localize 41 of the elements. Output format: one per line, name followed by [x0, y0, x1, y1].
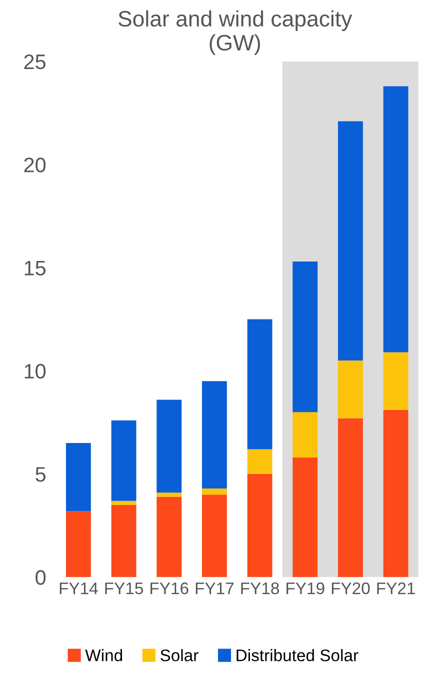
- bar: [202, 494, 227, 578]
- x-tick-label: FY14: [60, 582, 98, 594]
- y-tick-label: 0: [36, 570, 46, 585]
- bar: [156, 400, 182, 493]
- bar: [66, 443, 91, 512]
- bar: [338, 121, 363, 361]
- bar: [66, 511, 91, 578]
- y-tick-label: 10: [24, 364, 46, 379]
- bar: [338, 360, 363, 418]
- x-tick-label: FY21: [377, 582, 415, 594]
- bar: [202, 381, 227, 488]
- y-tick-label: 5: [36, 467, 46, 482]
- y-tick-label: 25: [24, 54, 46, 70]
- legend-label: Distributed Solar: [236, 649, 358, 662]
- bar: [111, 504, 136, 578]
- x-tick-label: FY18: [241, 582, 279, 594]
- x-tick-label: FY17: [196, 582, 234, 594]
- bar: [292, 458, 318, 578]
- bar: [383, 352, 408, 410]
- x-tick-label: FY20: [332, 582, 370, 594]
- bar: [247, 319, 272, 450]
- y-tick-label: 15: [24, 260, 46, 276]
- x-tick-label: FY19: [286, 582, 324, 594]
- bar: [156, 492, 182, 497]
- legend-label: Solar: [160, 649, 198, 662]
- bar: [338, 418, 363, 578]
- bar: [247, 474, 272, 578]
- x-tick-label: FY16: [150, 582, 188, 594]
- bar: [156, 496, 182, 578]
- x-tick-label: FY15: [105, 582, 143, 594]
- bar: [383, 410, 408, 578]
- bar: [111, 500, 136, 505]
- bar: [111, 420, 136, 501]
- y-tick-label: 20: [24, 158, 46, 172]
- bar: [383, 86, 408, 352]
- bar: [247, 449, 272, 474]
- bar: [292, 412, 318, 458]
- bar: [292, 262, 318, 412]
- chart-title: Solar and wind capacity (GW): [118, 10, 352, 55]
- bar: [202, 488, 227, 495]
- legend-label: Wind: [85, 649, 122, 662]
